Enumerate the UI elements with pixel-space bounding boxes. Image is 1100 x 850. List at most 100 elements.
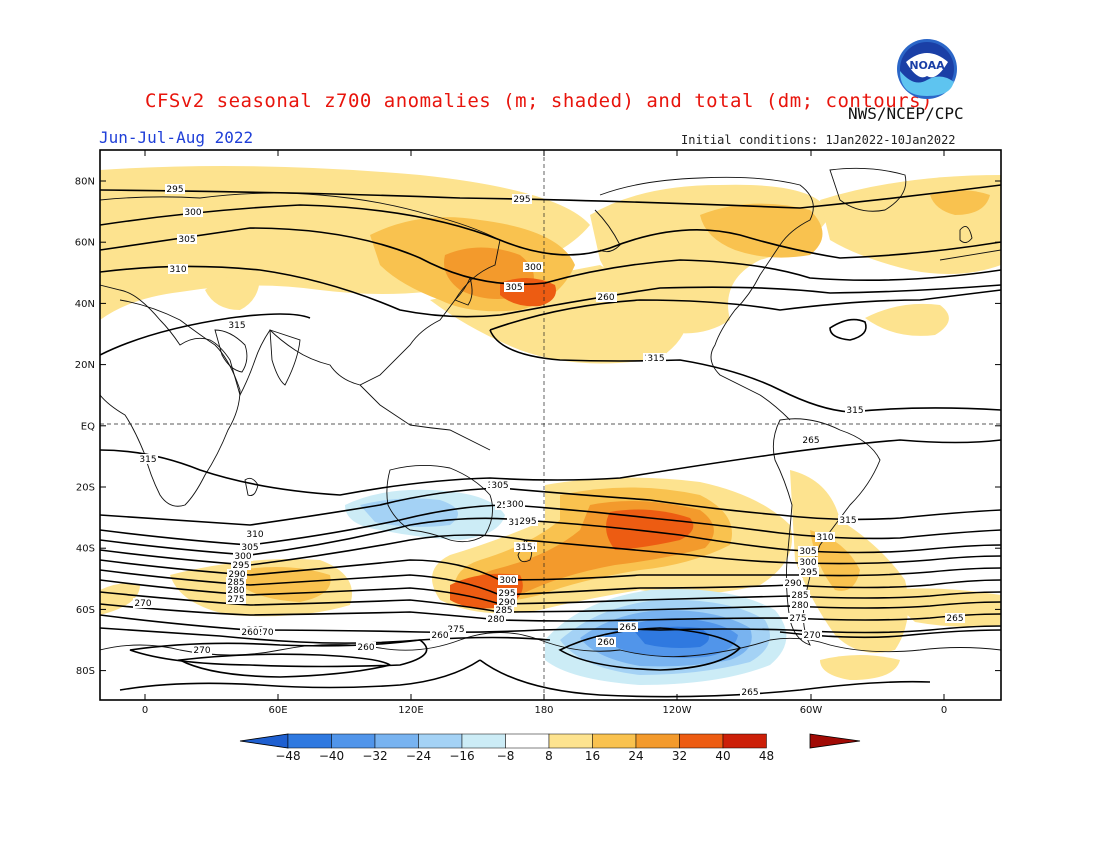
contour-label-bg bbox=[523, 262, 543, 272]
colorbar-segment bbox=[461, 733, 506, 749]
anomaly-pos8-sh-west bbox=[100, 583, 140, 615]
contour-label: 280 bbox=[227, 586, 244, 596]
contour-260-sh bbox=[100, 627, 551, 644]
contour-label-bg bbox=[504, 282, 524, 292]
colorbar-label: −24 bbox=[406, 749, 431, 763]
contour-label-bg bbox=[245, 529, 265, 539]
contour-310-sh bbox=[100, 487, 1001, 526]
anomaly-pos8-sh-south bbox=[820, 655, 900, 680]
contour-label: 310 bbox=[169, 265, 186, 275]
contour-label: 270 bbox=[256, 628, 273, 638]
contour-label: 305 bbox=[178, 235, 195, 245]
colorbar-label: 32 bbox=[672, 749, 687, 763]
coast-se-asia bbox=[359, 384, 491, 451]
colorbar-label: −40 bbox=[319, 749, 344, 763]
contour-label: 260 bbox=[597, 293, 614, 303]
contour-label: 290 bbox=[784, 579, 801, 589]
contour-label-bg bbox=[494, 605, 514, 615]
contour-label-bg bbox=[133, 598, 153, 608]
contour-label: 310 bbox=[816, 533, 833, 543]
contour-label-bg bbox=[233, 551, 253, 561]
contour-275-sh bbox=[100, 591, 1001, 613]
contour-label-bg bbox=[138, 454, 158, 464]
contour-label-bg bbox=[783, 578, 803, 588]
contour-label: 295 bbox=[519, 517, 536, 527]
contour-label-bg bbox=[227, 320, 247, 330]
contour-label-bg bbox=[446, 624, 466, 634]
contour-label-bg bbox=[255, 627, 275, 637]
contour-label: 315 bbox=[139, 455, 156, 465]
contour-265-loop bbox=[129, 639, 428, 668]
contour-label-bg bbox=[596, 637, 616, 647]
contour-label: 315 bbox=[647, 354, 664, 364]
lon-tick-label: 180 bbox=[534, 705, 553, 716]
anomaly-pos8-sh-atlantic bbox=[880, 588, 1001, 627]
colorbar-segment bbox=[331, 733, 376, 749]
map-frame bbox=[99, 149, 1002, 701]
contour-label: 270 bbox=[134, 599, 151, 609]
lon-tick-label: 60E bbox=[268, 705, 287, 716]
anomaly-pos16-canada bbox=[700, 203, 823, 258]
lat-tick-label: EQ bbox=[81, 421, 95, 432]
contour-label-bg bbox=[788, 613, 808, 623]
contour-label: 315 bbox=[515, 543, 532, 553]
colorbar: −48 −40 −32 −24 −16 −8 8 16 24 32 40 48 bbox=[239, 733, 861, 763]
contour-315-pacific bbox=[489, 329, 1001, 413]
contour-label-bg bbox=[596, 292, 616, 302]
contour-label: 300 bbox=[506, 500, 523, 510]
coast-africa bbox=[100, 299, 241, 507]
contour-label: 300 bbox=[184, 208, 201, 218]
contour-label-bg bbox=[790, 590, 810, 600]
contour-300-nh bbox=[100, 204, 1001, 259]
contour-label: 295 bbox=[498, 589, 515, 599]
contour-label: 290 bbox=[228, 570, 245, 580]
colorbar-label: −16 bbox=[449, 749, 474, 763]
colorbar-segment bbox=[635, 733, 680, 749]
colorbar-label: 16 bbox=[585, 749, 600, 763]
contour-label: 260 bbox=[597, 638, 614, 648]
contour-label-bg bbox=[165, 184, 185, 194]
colorbar-label: −8 bbox=[497, 749, 515, 763]
contour-label: 305 bbox=[241, 543, 258, 553]
colorbar-segment bbox=[722, 733, 767, 749]
contour-270-sh bbox=[100, 603, 1001, 622]
contour-label: 295 bbox=[166, 185, 183, 195]
lon-tick-label: 60W bbox=[800, 705, 823, 716]
contour-label: 310 bbox=[246, 530, 263, 540]
contour-260-southwest bbox=[119, 659, 481, 691]
contour-label: 295 bbox=[232, 561, 249, 571]
noaa-logo: NOAA bbox=[897, 39, 957, 99]
contour-305-nh bbox=[100, 227, 1001, 286]
contour-label: 265 bbox=[802, 436, 819, 446]
contour-label-bg bbox=[618, 622, 638, 632]
contour-label-bg bbox=[430, 630, 450, 640]
contour-label: 315 bbox=[846, 406, 863, 416]
coast-south-america bbox=[772, 418, 881, 646]
colorbar-label: 24 bbox=[628, 749, 643, 763]
contour-label: 270 bbox=[193, 646, 210, 656]
lon-tick-label: 120W bbox=[663, 705, 692, 716]
contour-label-bg bbox=[226, 585, 246, 595]
contour-label: 280 bbox=[487, 615, 504, 625]
contour-label-bg bbox=[168, 264, 188, 274]
lon-tick-label: 120E bbox=[398, 705, 423, 716]
contour-label-bg bbox=[227, 569, 247, 579]
contour-label-bg bbox=[226, 577, 246, 587]
anomaly-neg16-australia bbox=[360, 498, 458, 527]
contour-label: 300 bbox=[799, 558, 816, 568]
contour-label-bg bbox=[790, 600, 810, 610]
contour-label: 300 bbox=[499, 576, 516, 586]
initial-conditions-label: Initial conditions: 1Jan2022-10Jan2022 bbox=[681, 133, 956, 147]
lat-tick-label: 40S bbox=[76, 544, 95, 555]
contour-290-sh bbox=[100, 559, 1001, 581]
colorbar-segment bbox=[418, 733, 463, 749]
contour-label-bg bbox=[802, 630, 822, 640]
lat-tick-label: 80S bbox=[76, 666, 95, 677]
contour-label: 260 bbox=[241, 628, 258, 638]
anomaly-neg40-antarctic bbox=[635, 626, 709, 648]
contour-label: 300 bbox=[234, 552, 251, 562]
contour-label: 265 bbox=[741, 688, 758, 698]
lat-tick-label: 20N bbox=[75, 360, 95, 371]
contour-label-bg bbox=[505, 499, 525, 509]
